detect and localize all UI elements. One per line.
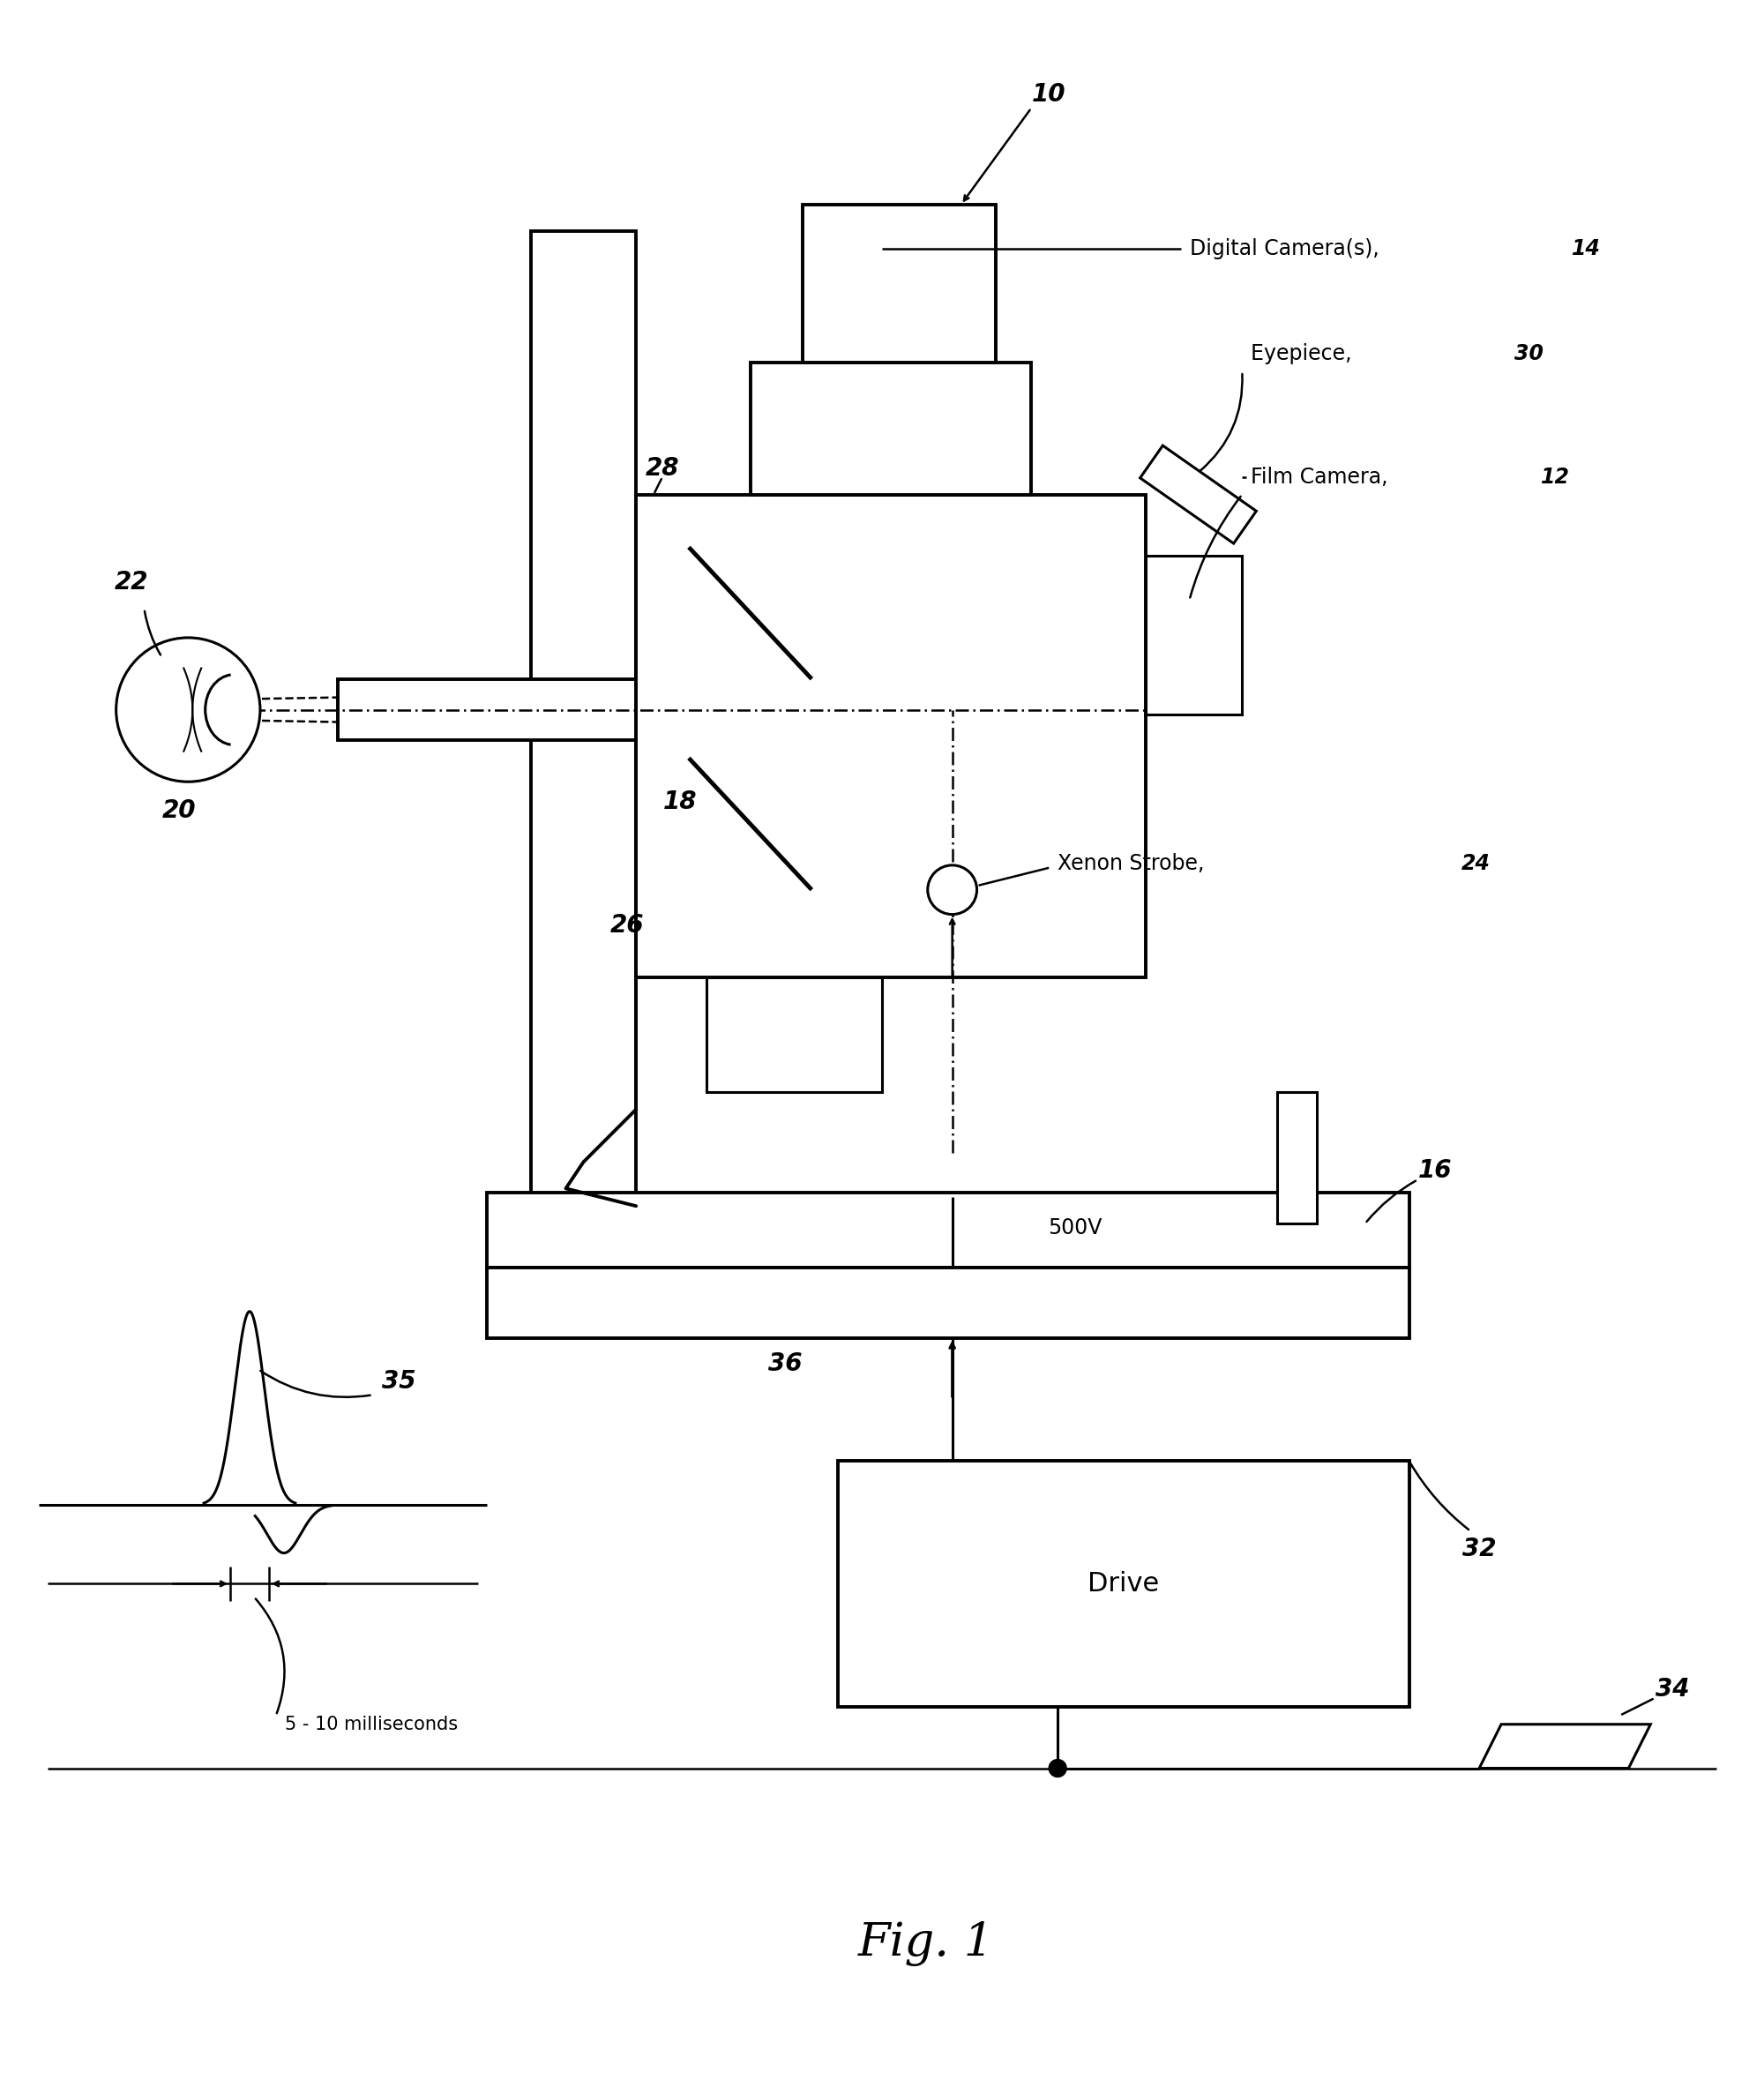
Text: Fig. 1: Fig. 1 <box>857 1922 993 1966</box>
Text: 14: 14 <box>1572 237 1600 260</box>
Text: 24: 24 <box>1462 853 1491 874</box>
Text: 22: 22 <box>115 570 148 595</box>
Bar <box>838 1460 1409 1708</box>
Text: Xenon Strobe,: Xenon Strobe, <box>1058 853 1212 874</box>
Bar <box>637 495 1145 978</box>
Circle shape <box>928 865 977 915</box>
Bar <box>706 978 882 1092</box>
Circle shape <box>1050 1760 1067 1776</box>
Bar <box>531 231 637 1267</box>
Text: 20: 20 <box>162 799 196 824</box>
Text: Digital Camera(s),: Digital Camera(s), <box>1189 237 1385 260</box>
Circle shape <box>116 639 259 782</box>
Text: 5 - 10 milliseconds: 5 - 10 milliseconds <box>284 1716 457 1733</box>
Text: 32: 32 <box>1462 1537 1496 1560</box>
Text: 36: 36 <box>769 1352 803 1377</box>
Bar <box>337 678 637 740</box>
Polygon shape <box>1140 445 1256 543</box>
Text: Film Camera,: Film Camera, <box>1251 466 1395 487</box>
Text: 35: 35 <box>383 1369 416 1394</box>
Bar <box>1277 1092 1316 1223</box>
Text: 26: 26 <box>610 913 644 938</box>
Text: 500V: 500V <box>1048 1217 1102 1238</box>
Polygon shape <box>1480 1724 1651 1768</box>
Text: 18: 18 <box>663 790 697 813</box>
Text: Eyepiece,: Eyepiece, <box>1251 343 1358 364</box>
Text: 30: 30 <box>1514 343 1544 364</box>
Bar <box>750 362 1032 495</box>
Bar <box>803 204 997 362</box>
Text: 34: 34 <box>1655 1676 1690 1701</box>
Text: 12: 12 <box>1540 466 1570 487</box>
Bar <box>1145 555 1242 713</box>
Text: Drive: Drive <box>1088 1570 1159 1597</box>
Bar <box>487 1192 1409 1267</box>
Bar <box>487 1267 1409 1337</box>
Text: 28: 28 <box>646 456 679 480</box>
Text: 10: 10 <box>1032 83 1065 108</box>
Text: 16: 16 <box>1418 1159 1452 1184</box>
